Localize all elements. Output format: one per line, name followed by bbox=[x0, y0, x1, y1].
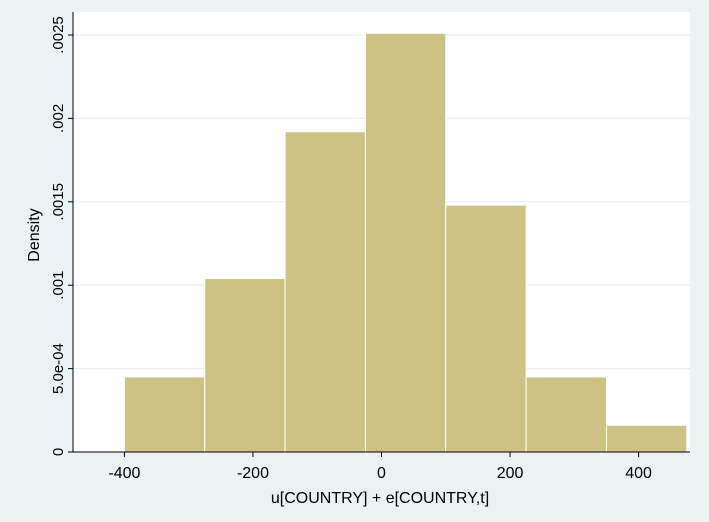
x-tick-label-2: 0 bbox=[377, 465, 386, 482]
y-tick-label-5: .0025 bbox=[50, 16, 67, 54]
y-tick-label-4: .002 bbox=[50, 104, 67, 133]
histogram-bar-3 bbox=[284, 131, 366, 453]
x-axis: -400 -200 0 200 400 bbox=[73, 451, 690, 482]
histogram-bar-4 bbox=[364, 32, 447, 453]
y-tick-label-3: .0015 bbox=[50, 183, 67, 221]
histogram-bar-5 bbox=[445, 204, 527, 453]
x-tick-label-3: 200 bbox=[497, 465, 524, 482]
histogram-bar-6 bbox=[525, 376, 607, 453]
x-tick-label-1: -200 bbox=[237, 465, 269, 482]
y-tick-label-0: 0 bbox=[50, 448, 67, 456]
histogram-bars bbox=[123, 32, 688, 453]
histogram-bar-1 bbox=[123, 376, 206, 453]
histogram-bar-2 bbox=[204, 278, 286, 453]
x-tick-label-4: 400 bbox=[625, 465, 652, 482]
histogram-bar-7 bbox=[605, 424, 688, 453]
x-tick-label-0: -400 bbox=[108, 465, 140, 482]
y-axis-title: Density bbox=[26, 208, 43, 261]
y-axis: 0 5.0e-04 .001 .0015 .002 .0025 bbox=[50, 12, 74, 456]
x-axis-title: u[COUNTRY] + e[COUNTRY,t] bbox=[271, 490, 489, 507]
y-tick-label-1: 5.0e-04 bbox=[50, 343, 67, 394]
y-tick-label-2: .001 bbox=[50, 271, 67, 300]
